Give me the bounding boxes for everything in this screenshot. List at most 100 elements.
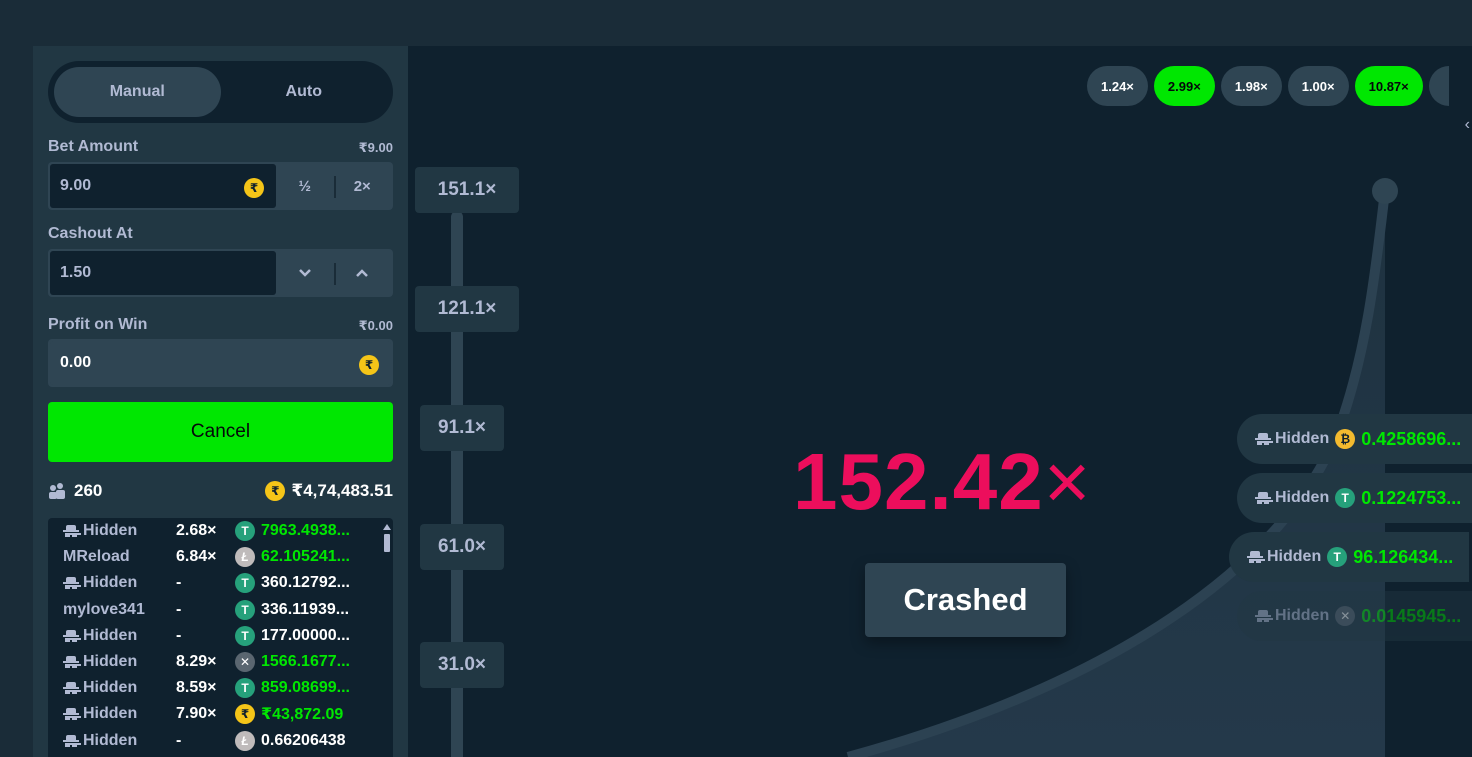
profit-value: 0.00 [60, 354, 92, 371]
multiplier-history: 1.24× 2.99× 1.98× 1.00× 10.87× [1087, 66, 1449, 106]
bet-stats: 260 ₹ ₹4,74,483.51 [48, 479, 393, 503]
usdt-coin-icon: T [235, 678, 255, 699]
incognito-icon [63, 629, 79, 642]
xrp-coin-icon: ✕ [235, 652, 255, 672]
bet-amount: T 177.00000... [235, 625, 350, 646]
bet-amount-value: 177.00000... [261, 626, 350, 644]
payout-amount: 0.0145945... [1361, 605, 1462, 626]
bet-amount-value: 62.105241... [261, 548, 350, 566]
bet-row[interactable]: Hidden 8.29× ✕ 1566.1677... [48, 649, 378, 675]
bet-row[interactable]: mylove341 - T 336.11939... [48, 597, 378, 623]
top-bar [0, 0, 1472, 46]
bet-row[interactable]: Hidden 7.90× ₹ ₹43,872.09 [48, 701, 378, 727]
history-chip-overflow[interactable] [1428, 66, 1449, 106]
double-bet-button[interactable]: 2× [333, 164, 392, 208]
payout-user: Hidden [1267, 548, 1322, 565]
tab-manual[interactable]: Manual [54, 67, 221, 117]
cashout-increase-button[interactable] [333, 251, 392, 295]
cashout-value: 1.50 [60, 264, 92, 281]
history-chip[interactable]: 1.98× [1220, 66, 1282, 106]
bet-row[interactable]: Hidden - Ł 0.66206438 [48, 728, 378, 754]
bet-amount-value: 0.66206438 [261, 731, 346, 749]
rupee-coin-icon: ₹ [359, 355, 379, 375]
bet-row[interactable]: Hidden 8.59× T 859.08699... [48, 675, 378, 701]
payout-item: Hidden ₿ 0.4258696... [1237, 414, 1472, 464]
bet-row[interactable]: Hidden - T 360.12792... [48, 570, 378, 596]
cancel-button[interactable]: Cancel [48, 402, 393, 462]
scroll-thumb[interactable] [384, 534, 390, 552]
bet-row[interactable]: Hidden 2.68× T 7963.4938... [48, 518, 378, 544]
bet-username: Hidden [83, 574, 138, 592]
profit-display: ₹0.00 [358, 318, 393, 333]
incognito-icon [1247, 551, 1263, 563]
usdt-coin-icon: T [235, 625, 255, 646]
history-chip[interactable]: 1.24× [1087, 66, 1148, 106]
bet-multiplier: 6.84× [176, 548, 217, 566]
bet-user: MReload [63, 548, 130, 566]
bet-amount-label: Bet Amount [48, 138, 139, 155]
incognito-icon [63, 577, 79, 590]
payout-user: Hidden [1275, 607, 1330, 624]
bet-user: Hidden [63, 627, 137, 645]
bet-amount: T 7963.4938... [235, 521, 350, 541]
payout-item: Hidden ✕ 0.0145945... [1237, 591, 1472, 641]
bet-amount: Ł 0.66206438 [235, 730, 346, 751]
bet-username: Hidden [83, 522, 138, 539]
profit-group: 0.00 ₹ [48, 339, 393, 387]
bet-amount-value: 9.00 [60, 177, 92, 194]
bet-amount: T 336.11939... [235, 599, 349, 620]
axis-label: 121.1× [415, 286, 519, 332]
bets-scrollbar[interactable] [383, 524, 391, 756]
bet-amount: T 360.12792... [235, 573, 350, 594]
crash-multiplier-suffix: × [1043, 437, 1092, 526]
half-bet-button[interactable]: ½ [298, 177, 311, 195]
bet-user: Hidden [63, 732, 137, 750]
chevron-up-icon [356, 269, 369, 277]
bet-multiplier: 8.59× [176, 679, 217, 697]
bet-amount: T 859.08699... [235, 678, 350, 699]
bet-amount-value: ₹43,872.09 [261, 706, 344, 724]
bet-user: Hidden [63, 574, 137, 592]
incognito-icon [1255, 433, 1271, 445]
axis-label: 61.0× [420, 524, 504, 570]
bet-control-panel: Manual Auto Bet Amount ₹9.00 9.00 ₹ ½ 2×… [33, 46, 408, 757]
payout-amount: 0.4258696... [1361, 428, 1462, 449]
payout-user: Hidden [1275, 489, 1330, 506]
bet-row[interactable]: MReload 6.84× Ł 62.105241... [48, 544, 378, 570]
payout-user: Hidden [1275, 430, 1330, 447]
crash-multiplier-value: 152.42 [793, 437, 1044, 526]
cashout-decrease-button[interactable] [276, 251, 334, 295]
y-axis-track [451, 211, 463, 757]
bet-amount-value: 1566.1677... [261, 653, 350, 670]
bet-user: Hidden [63, 679, 137, 697]
scroll-up-icon[interactable] [383, 524, 391, 530]
incognito-icon [63, 525, 79, 537]
history-chip[interactable]: 1.00× [1287, 66, 1349, 106]
bet-row[interactable]: Hidden - T 177.00000... [48, 623, 378, 649]
bet-amount-display: ₹9.00 [358, 140, 393, 155]
tab-auto[interactable]: Auto [285, 83, 322, 100]
bet-user: mylove341 [63, 601, 145, 619]
axis-label: 91.1× [420, 405, 504, 451]
cashout-input[interactable]: 1.50 [50, 251, 276, 295]
payout-item: Hidden T 96.126434... [1229, 532, 1469, 582]
xrp-coin-icon: ✕ [1335, 606, 1356, 626]
bet-amount: ₹ ₹43,872.09 [235, 704, 344, 725]
incognito-icon [63, 656, 79, 668]
history-chip[interactable]: 2.99× [1153, 66, 1215, 106]
bet-multiplier: 7.90× [176, 705, 217, 723]
incognito-icon [63, 682, 79, 695]
crash-curve [846, 178, 1398, 757]
total-wagered: ₹4,74,483.51 [291, 481, 393, 500]
bet-amount-input[interactable]: 9.00 ₹ [50, 164, 276, 208]
chevron-down-icon [298, 269, 311, 277]
chevron-left-icon[interactable]: ‹ [1464, 116, 1470, 133]
bet-multiplier: 2.68× [176, 522, 217, 539]
bet-amount-value: 7963.4938... [261, 522, 350, 539]
bet-username: mylove341 [63, 600, 145, 618]
usdt-coin-icon: T [235, 573, 255, 594]
history-chip[interactable]: 10.87× [1354, 66, 1423, 106]
usdt-coin-icon: T [235, 521, 255, 541]
players-count: 260 [74, 481, 103, 500]
bet-amount-value: 360.12792... [261, 574, 350, 592]
